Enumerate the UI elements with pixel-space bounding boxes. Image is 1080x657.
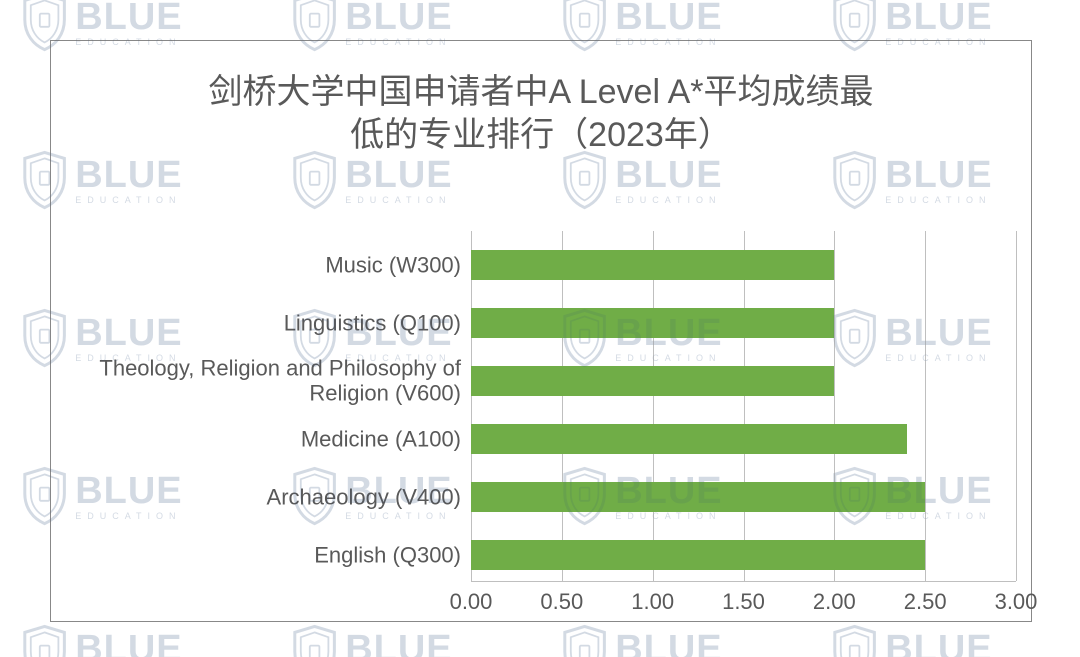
watermark-logo: BLUE EDUCATION: [20, 0, 183, 52]
watermark-logo: BLUE EDUCATION: [830, 150, 993, 210]
watermark-logo: BLUE EDUCATION: [830, 308, 993, 368]
watermark-logo: BLUE EDUCATION: [830, 466, 993, 526]
watermark-logo: BLUE EDUCATION: [290, 0, 453, 52]
watermark-logo: BLUE EDUCATION: [560, 308, 723, 368]
watermark-logo: BLUE EDUCATION: [20, 308, 183, 368]
watermark-logo: BLUE EDUCATION: [290, 308, 453, 368]
watermark-logo: BLUE EDUCATION: [830, 624, 993, 657]
watermark-logo: BLUE EDUCATION: [20, 150, 183, 210]
watermark-logo: BLUE EDUCATION: [560, 150, 723, 210]
watermark-layer-overlay: BLUE EDUCATION BLUE EDUCATION BLUE EDUCA…: [0, 0, 1080, 657]
watermark-logo: BLUE EDUCATION: [290, 624, 453, 657]
watermark-logo: BLUE EDUCATION: [560, 466, 723, 526]
watermark-logo: BLUE EDUCATION: [20, 624, 183, 657]
watermark-logo: BLUE EDUCATION: [830, 0, 993, 52]
watermark-logo: BLUE EDUCATION: [560, 0, 723, 52]
watermark-logo: BLUE EDUCATION: [560, 624, 723, 657]
watermark-logo: BLUE EDUCATION: [290, 466, 453, 526]
watermark-logo: BLUE EDUCATION: [290, 150, 453, 210]
watermark-logo: BLUE EDUCATION: [20, 466, 183, 526]
